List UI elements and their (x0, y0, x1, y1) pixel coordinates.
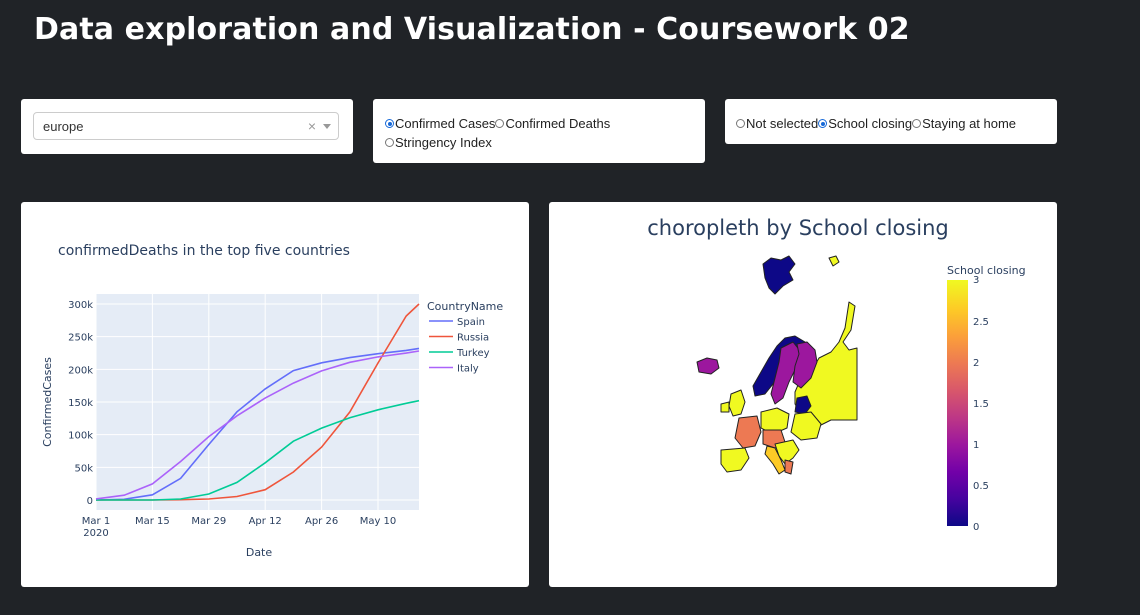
colorbar-ticks: 3 2.5 2 1.5 1 0.5 0 (973, 275, 989, 533)
y-tick-label: 300k (68, 300, 93, 311)
policy-radio-group: Not selected School closing Staying at hom… (736, 114, 1046, 133)
country-germany-poland[interactable] (760, 407, 790, 435)
chevron-down-icon[interactable] (323, 124, 331, 129)
radio-dot[interactable] (818, 119, 828, 128)
series-lines (95, 303, 420, 501)
radio-label: School closing (828, 116, 913, 131)
country-finland[interactable] (792, 341, 818, 389)
radio-label: Stringency Index (395, 135, 492, 150)
radio-dot[interactable] (495, 119, 505, 128)
legend-title: CountryName (427, 300, 503, 313)
line-chart-card: confirmedDeaths in the top five countrie… (21, 202, 529, 587)
colorbar-tick: 2 (973, 358, 979, 369)
y-tick-label: 100k (68, 431, 93, 442)
x-tick-label: Mar 1 (82, 516, 110, 527)
legend-label: Italy (457, 364, 479, 375)
radio-dot[interactable] (385, 138, 394, 147)
radio-dot[interactable] (912, 119, 922, 128)
country-iceland[interactable] (696, 357, 720, 375)
y-tick-label: 250k (68, 333, 93, 344)
policy-option-school-closing[interactable]: School closing (818, 114, 912, 133)
radio-dot[interactable] (385, 119, 394, 128)
country-spain[interactable] (720, 447, 750, 473)
legend-label: Spain (457, 317, 485, 328)
metric-filter-card: Confirmed Cases Confirmed Deaths Stringen… (373, 99, 705, 163)
x-tick-label: Mar 15 (135, 516, 170, 527)
series-line-spain[interactable] (95, 347, 420, 501)
legend[interactable]: Spain Russia Turkey Italy (429, 317, 490, 375)
y-tick-label: 0 (87, 496, 93, 507)
radio-label: Not selected (746, 116, 819, 131)
x-tick-label: 2020 (83, 528, 108, 539)
legend-label: Turkey (456, 348, 490, 359)
colorbar-tick: 1 (973, 440, 979, 451)
region-dropdown[interactable]: europe × (33, 112, 339, 140)
country-uk[interactable] (728, 389, 746, 417)
country-greece[interactable] (784, 459, 794, 475)
country-ukraine[interactable] (790, 411, 822, 441)
country-franz-josef[interactable] (828, 255, 840, 267)
x-tick-label: Mar 29 (191, 516, 226, 527)
y-tick-label: 200k (68, 365, 93, 376)
line-chart[interactable]: confirmedDeaths in the top five countrie… (21, 202, 529, 587)
country-ireland[interactable] (720, 401, 730, 413)
country-baltics[interactable] (794, 395, 812, 415)
colorbar-tick: 2.5 (973, 317, 989, 328)
country-france[interactable] (734, 415, 762, 449)
choropleth-card: choropleth by School closing (549, 202, 1057, 587)
metric-option-confirmed-deaths[interactable]: Confirmed Deaths (495, 114, 610, 133)
x-tick-label: Apr 26 (305, 516, 338, 527)
region-dropdown-value: europe (43, 119, 84, 134)
legend-item-russia[interactable]: Russia (429, 333, 489, 344)
chart-title: confirmedDeaths in the top five countrie… (58, 243, 350, 259)
policy-option-not-selected[interactable]: Not selected (736, 114, 818, 133)
y-tick-label: 150k (68, 398, 93, 409)
x-tick-label: Apr 12 (249, 516, 282, 527)
choropleth-chart[interactable]: choropleth by School closing (549, 202, 1057, 587)
metric-option-confirmed-cases[interactable]: Confirmed Cases (385, 114, 495, 133)
radio-label: Confirmed Deaths (505, 116, 611, 131)
x-axis-label: Date (246, 546, 273, 559)
y-axis-label: ConfirmedCases (41, 357, 54, 447)
radio-dot[interactable] (736, 119, 745, 128)
radio-label: Confirmed Cases (395, 116, 496, 131)
map-title: choropleth by School closing (647, 216, 949, 240)
legend-label: Russia (457, 333, 489, 344)
europe-map[interactable] (696, 255, 858, 475)
radio-label: Staying at home (922, 116, 1017, 131)
legend-item-spain[interactable]: Spain (429, 317, 485, 328)
clear-icon[interactable]: × (307, 118, 316, 134)
legend-item-italy[interactable]: Italy (429, 364, 479, 375)
page-title: Data exploration and Visualization - Cou… (34, 12, 910, 47)
country-svalbard[interactable] (762, 255, 796, 295)
policy-filter-card: Not selected School closing Staying at hom… (725, 99, 1057, 144)
colorbar-title: School closing (947, 264, 1026, 277)
country-italy[interactable] (764, 445, 786, 475)
series-line-turkey[interactable] (96, 399, 420, 501)
metric-option-stringency-index[interactable]: Stringency Index (385, 133, 492, 152)
x-tick-label: May 10 (360, 516, 397, 527)
region-filter-card: europe × (21, 99, 353, 154)
policy-option-staying-at-home[interactable]: Staying at home (912, 114, 1016, 133)
colorbar[interactable] (947, 280, 968, 526)
colorbar-tick: 3 (973, 275, 979, 286)
colorbar-tick: 0 (973, 522, 979, 533)
metric-radio-group: Confirmed Cases Confirmed Deaths Stringen… (385, 114, 695, 152)
y-axis-ticks: 0 50k 100k 150k 200k 250k 300k (68, 300, 93, 507)
y-tick-label: 50k (74, 463, 93, 474)
colorbar-tick: 1.5 (973, 399, 989, 410)
legend-item-turkey[interactable]: Turkey (429, 348, 490, 359)
colorbar-tick: 0.5 (973, 481, 989, 492)
series-line-italy[interactable] (95, 350, 420, 500)
